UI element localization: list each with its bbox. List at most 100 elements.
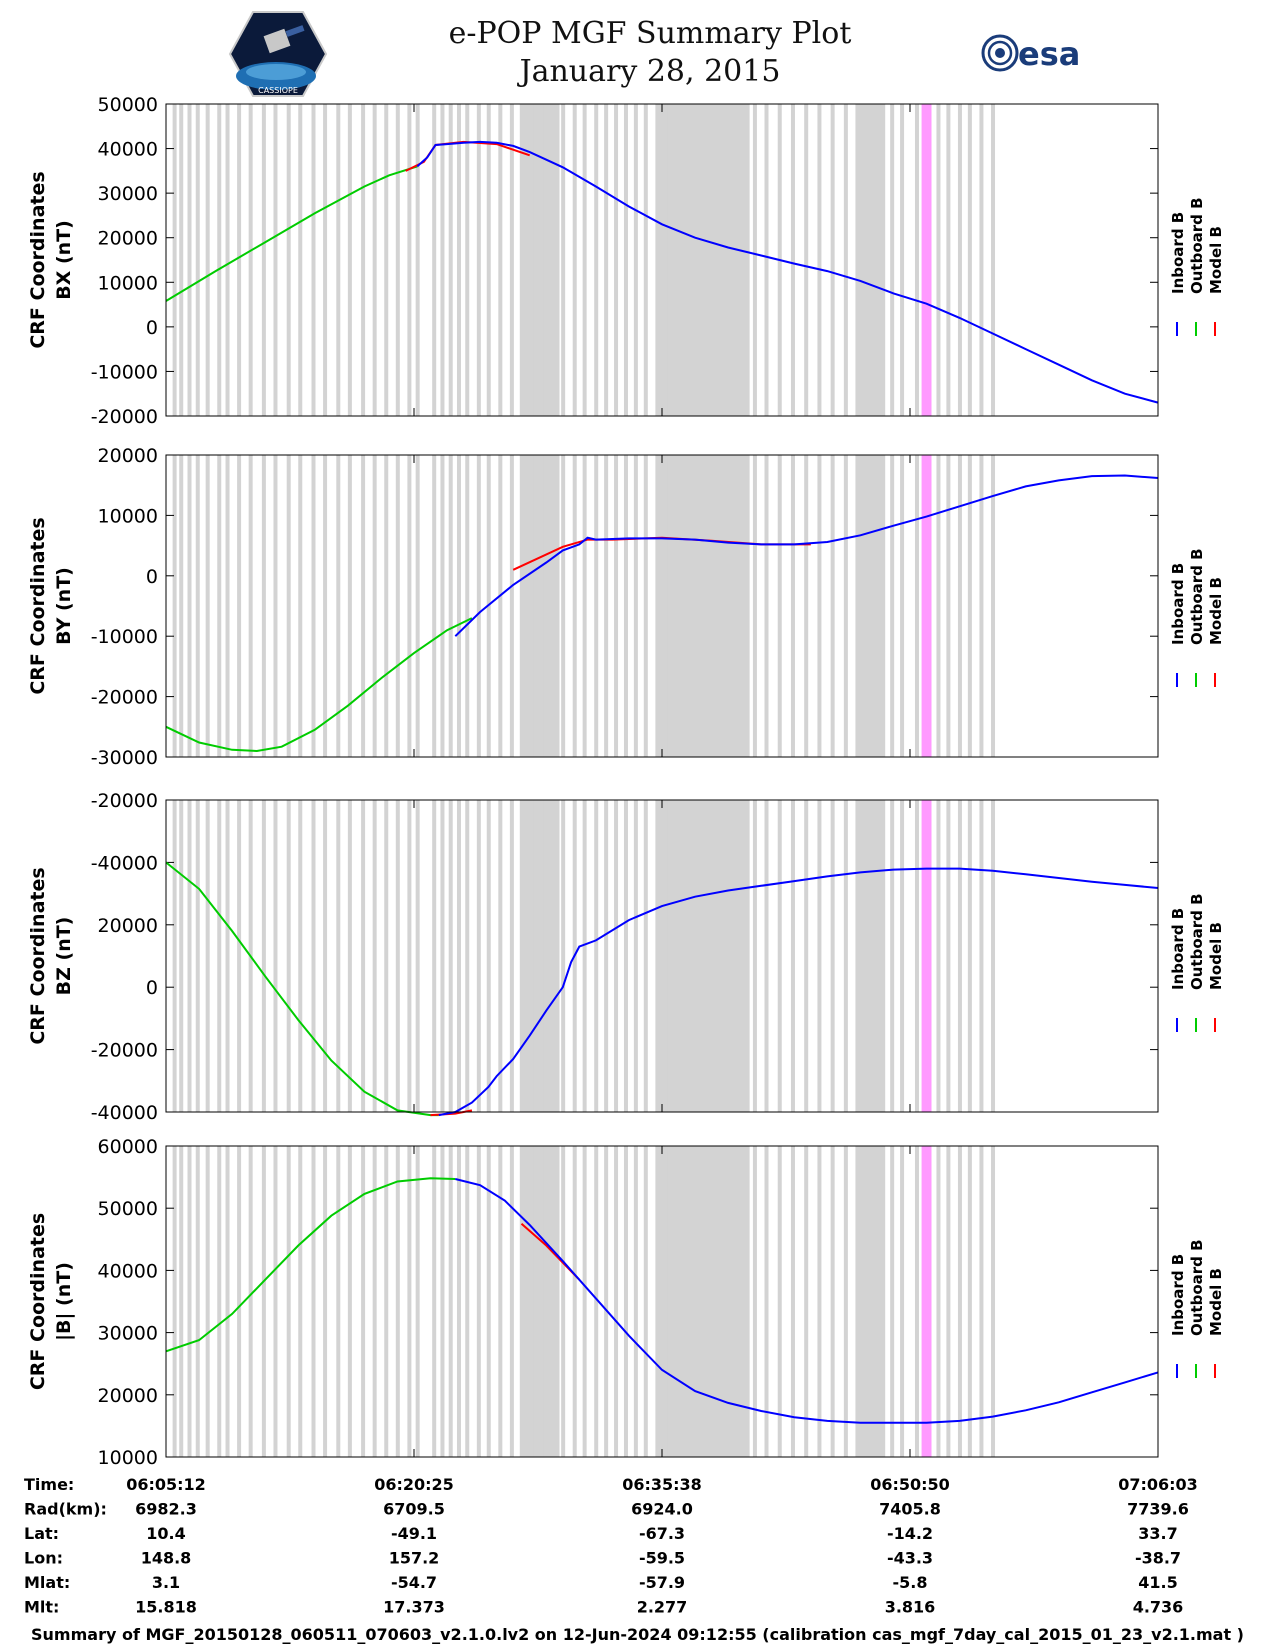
data-gap xyxy=(529,800,534,1112)
data-gap xyxy=(205,800,210,1112)
data-gap xyxy=(890,1146,895,1457)
ephemeris-value: 10.4 xyxy=(146,1524,185,1543)
y-tick-label: 30000 xyxy=(98,1323,158,1345)
y-tick-label: 0 xyxy=(146,317,158,339)
data-gap xyxy=(432,455,437,757)
ephemeris-value: -49.1 xyxy=(391,1524,437,1543)
data-gap xyxy=(946,455,951,757)
data-gap xyxy=(604,1146,609,1457)
data-gap xyxy=(777,800,782,1112)
data-gap-band xyxy=(658,104,750,416)
ephemeris-value: -5.8 xyxy=(893,1573,928,1592)
data-gap xyxy=(465,1146,470,1457)
data-gap xyxy=(187,1146,192,1457)
data-gap xyxy=(187,455,192,757)
data-gap xyxy=(529,104,534,416)
data-gap xyxy=(407,455,412,757)
ephemeris-value: 3.816 xyxy=(885,1598,936,1617)
y-axis-label: CRF Coordinates xyxy=(27,867,49,1044)
plot-frame xyxy=(165,454,1159,758)
data-gap xyxy=(830,104,835,416)
data-gap xyxy=(448,104,453,416)
data-gap xyxy=(914,800,919,1112)
data-gap xyxy=(890,104,895,416)
data-gap xyxy=(855,800,860,1112)
data-gap-band xyxy=(658,455,750,757)
data-gap xyxy=(878,800,883,1112)
data-gap xyxy=(195,455,200,757)
plot-date: January 28, 2015 xyxy=(519,54,781,89)
data-gap xyxy=(486,104,491,416)
ephemeris-value: -43.3 xyxy=(887,1549,933,1568)
y-tick-label: 40000 xyxy=(98,139,158,161)
data-gap xyxy=(777,455,782,757)
data-gap xyxy=(655,104,660,416)
data-gap xyxy=(237,800,242,1112)
data-gap xyxy=(261,1146,266,1457)
y-tick-label: 10000 xyxy=(98,272,158,294)
data-gap xyxy=(967,104,972,416)
y-tick-label: 50000 xyxy=(98,1198,158,1220)
data-gap xyxy=(582,104,587,416)
legend-label: Inboard B xyxy=(1169,908,1187,990)
data-gap xyxy=(384,800,389,1112)
data-gap xyxy=(843,1146,848,1457)
data-gap xyxy=(323,104,328,416)
data-gap xyxy=(195,1146,200,1457)
y-axis-label: CRF Coordinates xyxy=(27,1213,49,1390)
data-gap xyxy=(561,1146,566,1457)
data-gap xyxy=(225,800,230,1112)
data-gap xyxy=(465,800,470,1112)
y-tick-label: 10000 xyxy=(98,505,158,527)
data-gap xyxy=(195,800,200,1112)
data-gap xyxy=(655,800,660,1112)
data-gap xyxy=(572,104,577,416)
data-gap xyxy=(336,455,341,757)
data-gap xyxy=(855,1146,860,1457)
data-gap xyxy=(979,800,984,1112)
cassiope-logo-text: CASSIOPE xyxy=(258,86,298,95)
data-gap xyxy=(498,800,503,1112)
y-axis-label: CRF Coordinates xyxy=(27,517,49,694)
data-gap xyxy=(561,104,566,416)
data-gap xyxy=(752,800,757,1112)
data-gap xyxy=(790,455,795,757)
data-gap xyxy=(415,800,420,1112)
ephemeris-row-label: Rad(km): xyxy=(24,1500,107,1519)
data-gap xyxy=(790,800,795,1112)
data-gap xyxy=(519,104,524,416)
legend-label: Model B xyxy=(1207,922,1225,990)
data-gap xyxy=(311,455,316,757)
ephemeris-row-label: Lon: xyxy=(24,1549,63,1568)
data-gap xyxy=(643,800,648,1112)
data-gap xyxy=(991,800,996,1112)
data-gap xyxy=(764,455,769,757)
data-gap xyxy=(539,1146,544,1457)
data-gap xyxy=(248,455,253,757)
y-tick-label: 20000 xyxy=(98,445,158,467)
data-gap xyxy=(205,1146,210,1457)
data-gap xyxy=(395,455,400,757)
data-gap xyxy=(432,1146,437,1457)
legend-label: Model B xyxy=(1207,1268,1225,1336)
data-gap xyxy=(572,1146,577,1457)
ephemeris-value: -54.7 xyxy=(391,1573,437,1592)
data-gap xyxy=(777,1146,782,1457)
data-gap xyxy=(336,1146,341,1457)
data-gap xyxy=(187,104,192,416)
highlight-band xyxy=(921,1146,932,1457)
data-gap xyxy=(855,104,860,416)
ephemeris-value: 06:20:25 xyxy=(374,1475,454,1494)
data-gap xyxy=(946,104,951,416)
data-gap xyxy=(273,800,278,1112)
cassiope-logo: CASSIOPE xyxy=(228,11,328,97)
data-gap xyxy=(273,1146,278,1457)
data-gap xyxy=(804,455,809,757)
data-gap xyxy=(979,455,984,757)
data-gap xyxy=(804,1146,809,1457)
data-gap xyxy=(415,1146,420,1457)
data-gap xyxy=(967,1146,972,1457)
data-gap xyxy=(217,800,222,1112)
series-line-outboard-b xyxy=(165,1177,456,1353)
